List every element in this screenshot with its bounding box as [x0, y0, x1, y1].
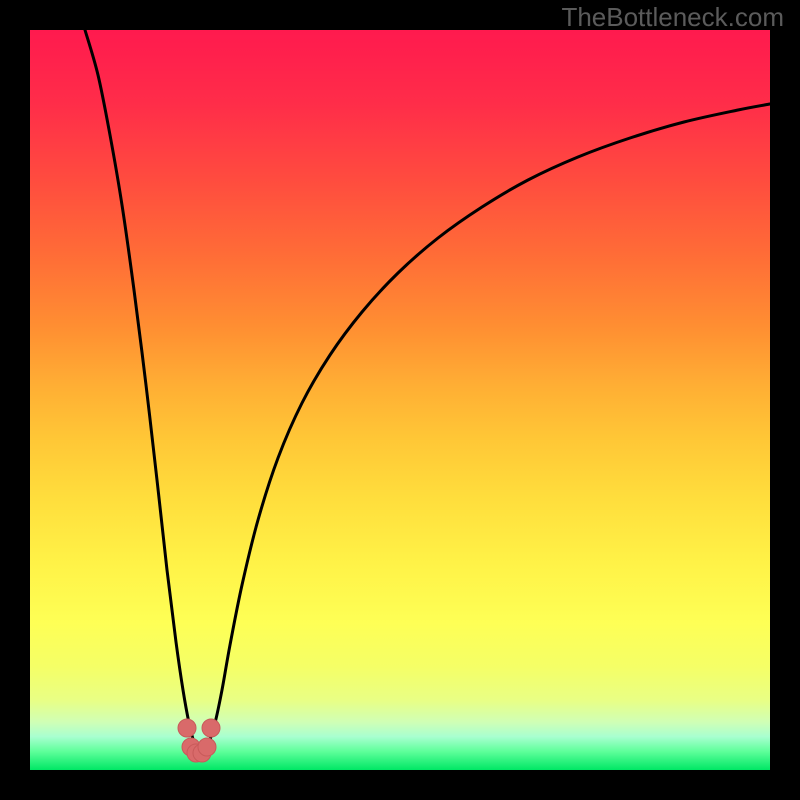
curve-marker [178, 719, 196, 737]
watermark-label: TheBottleneck.com [561, 2, 784, 33]
chart-svg [0, 0, 800, 800]
curve-marker [202, 719, 220, 737]
curve-marker [198, 738, 216, 756]
plot-background [30, 30, 770, 770]
bottleneck-chart: TheBottleneck.com [0, 0, 800, 800]
